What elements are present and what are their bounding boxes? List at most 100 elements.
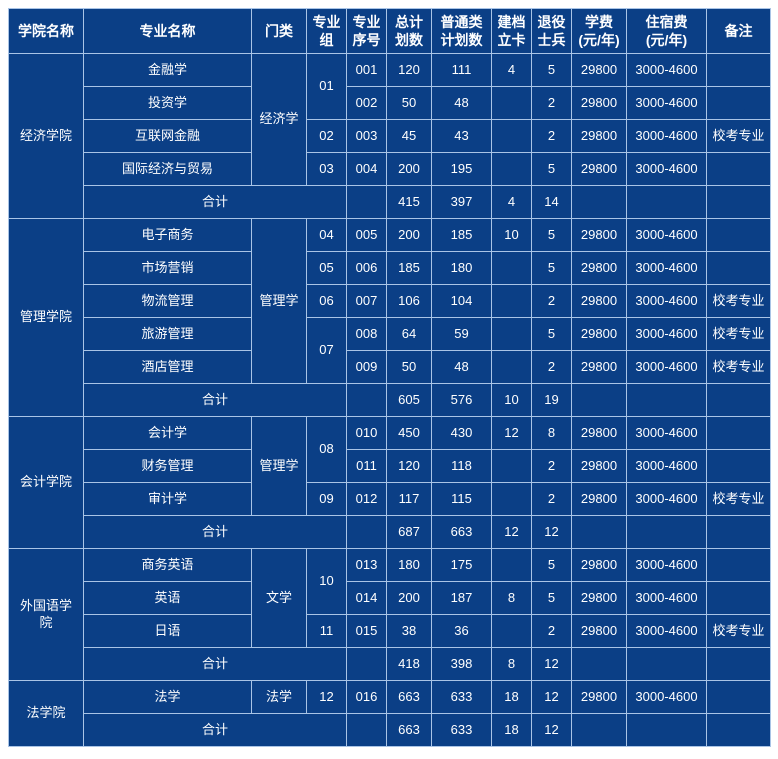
- subtotal-empty: [572, 384, 627, 417]
- college-cell: 会计学院: [9, 417, 84, 549]
- tuition-cell: 29800: [572, 483, 627, 516]
- total-cell: 200: [387, 153, 432, 186]
- seq-cell: 009: [347, 351, 387, 384]
- subtotal-general: 576: [432, 384, 492, 417]
- general-cell: 180: [432, 252, 492, 285]
- seq-cell: 001: [347, 54, 387, 87]
- total-cell: 200: [387, 582, 432, 615]
- remark-cell: 校考专业: [707, 351, 771, 384]
- general-cell: 115: [432, 483, 492, 516]
- general-cell: 48: [432, 87, 492, 120]
- header-row: 学院名称专业名称门类专业组专业序号总计划数普通类计划数建档立卡退役士兵学费(元/…: [9, 9, 771, 54]
- tuition-cell: 29800: [572, 615, 627, 648]
- file-cell: 12: [492, 417, 532, 450]
- subtotal-empty: [572, 516, 627, 549]
- subtotal-empty: [347, 648, 387, 681]
- remark-cell: [707, 219, 771, 252]
- dorm-cell: 3000-4600: [627, 681, 707, 714]
- general-cell: 185: [432, 219, 492, 252]
- dorm-cell: 3000-4600: [627, 483, 707, 516]
- subtotal-label: 合计: [84, 384, 347, 417]
- retired-cell: 5: [532, 318, 572, 351]
- seq-cell: 014: [347, 582, 387, 615]
- total-cell: 180: [387, 549, 432, 582]
- dorm-cell: 3000-4600: [627, 153, 707, 186]
- category-cell: 法学: [252, 681, 307, 714]
- subtotal-empty: [707, 648, 771, 681]
- retired-cell: 8: [532, 417, 572, 450]
- subtotal-retired: 12: [532, 714, 572, 747]
- remark-cell: [707, 450, 771, 483]
- total-cell: 120: [387, 450, 432, 483]
- retired-cell: 5: [532, 549, 572, 582]
- major-cell: 法学: [84, 681, 252, 714]
- seq-cell: 004: [347, 153, 387, 186]
- dorm-cell: 3000-4600: [627, 219, 707, 252]
- subtotal-label: 合计: [84, 516, 347, 549]
- data-row: 管理学院电子商务管理学04005200185105298003000-4600: [9, 219, 771, 252]
- seq-cell: 013: [347, 549, 387, 582]
- data-row: 市场营销050061851805298003000-4600: [9, 252, 771, 285]
- col-file: 建档立卡: [492, 9, 532, 54]
- remark-cell: 校考专业: [707, 318, 771, 351]
- total-cell: 120: [387, 54, 432, 87]
- major-cell: 电子商务: [84, 219, 252, 252]
- subtotal-empty: [707, 186, 771, 219]
- general-cell: 59: [432, 318, 492, 351]
- retired-cell: 5: [532, 153, 572, 186]
- remark-cell: [707, 681, 771, 714]
- major-cell: 审计学: [84, 483, 252, 516]
- major-cell: 市场营销: [84, 252, 252, 285]
- data-row: 日语1101538362298003000-4600校考专业: [9, 615, 771, 648]
- retired-cell: 2: [532, 285, 572, 318]
- tuition-cell: 29800: [572, 87, 627, 120]
- subtotal-general: 633: [432, 714, 492, 747]
- subtotal-empty: [627, 186, 707, 219]
- col-major: 专业名称: [84, 9, 252, 54]
- retired-cell: 2: [532, 450, 572, 483]
- subtotal-empty: [627, 384, 707, 417]
- subtotal-empty: [347, 714, 387, 747]
- retired-cell: 2: [532, 483, 572, 516]
- col-general: 普通类计划数: [432, 9, 492, 54]
- college-cell: 外国语学院: [9, 549, 84, 681]
- major-cell: 日语: [84, 615, 252, 648]
- general-cell: 187: [432, 582, 492, 615]
- retired-cell: 2: [532, 351, 572, 384]
- file-cell: [492, 450, 532, 483]
- tuition-cell: 29800: [572, 582, 627, 615]
- college-cell: 经济学院: [9, 54, 84, 219]
- group-cell: 11: [307, 615, 347, 648]
- major-cell: 互联网金融: [84, 120, 252, 153]
- college-cell: 管理学院: [9, 219, 84, 417]
- seq-cell: 008: [347, 318, 387, 351]
- dorm-cell: 3000-4600: [627, 351, 707, 384]
- subtotal-row: 合计418398812: [9, 648, 771, 681]
- subtotal-empty: [347, 186, 387, 219]
- category-cell: 文学: [252, 549, 307, 648]
- retired-cell: 5: [532, 582, 572, 615]
- remark-cell: [707, 153, 771, 186]
- subtotal-empty: [627, 714, 707, 747]
- total-cell: 117: [387, 483, 432, 516]
- total-cell: 106: [387, 285, 432, 318]
- subtotal-empty: [347, 384, 387, 417]
- group-cell: 09: [307, 483, 347, 516]
- seq-cell: 005: [347, 219, 387, 252]
- dorm-cell: 3000-4600: [627, 54, 707, 87]
- major-cell: 财务管理: [84, 450, 252, 483]
- general-cell: 43: [432, 120, 492, 153]
- general-cell: 111: [432, 54, 492, 87]
- general-cell: 104: [432, 285, 492, 318]
- data-row: 互联网金融0200345432298003000-4600校考专业: [9, 120, 771, 153]
- tuition-cell: 29800: [572, 318, 627, 351]
- subtotal-retired: 14: [532, 186, 572, 219]
- subtotal-retired: 19: [532, 384, 572, 417]
- subtotal-label: 合计: [84, 648, 347, 681]
- subtotal-retired: 12: [532, 648, 572, 681]
- retired-cell: 5: [532, 54, 572, 87]
- dorm-cell: 3000-4600: [627, 252, 707, 285]
- group-cell: 06: [307, 285, 347, 318]
- dorm-cell: 3000-4600: [627, 318, 707, 351]
- col-seq: 专业序号: [347, 9, 387, 54]
